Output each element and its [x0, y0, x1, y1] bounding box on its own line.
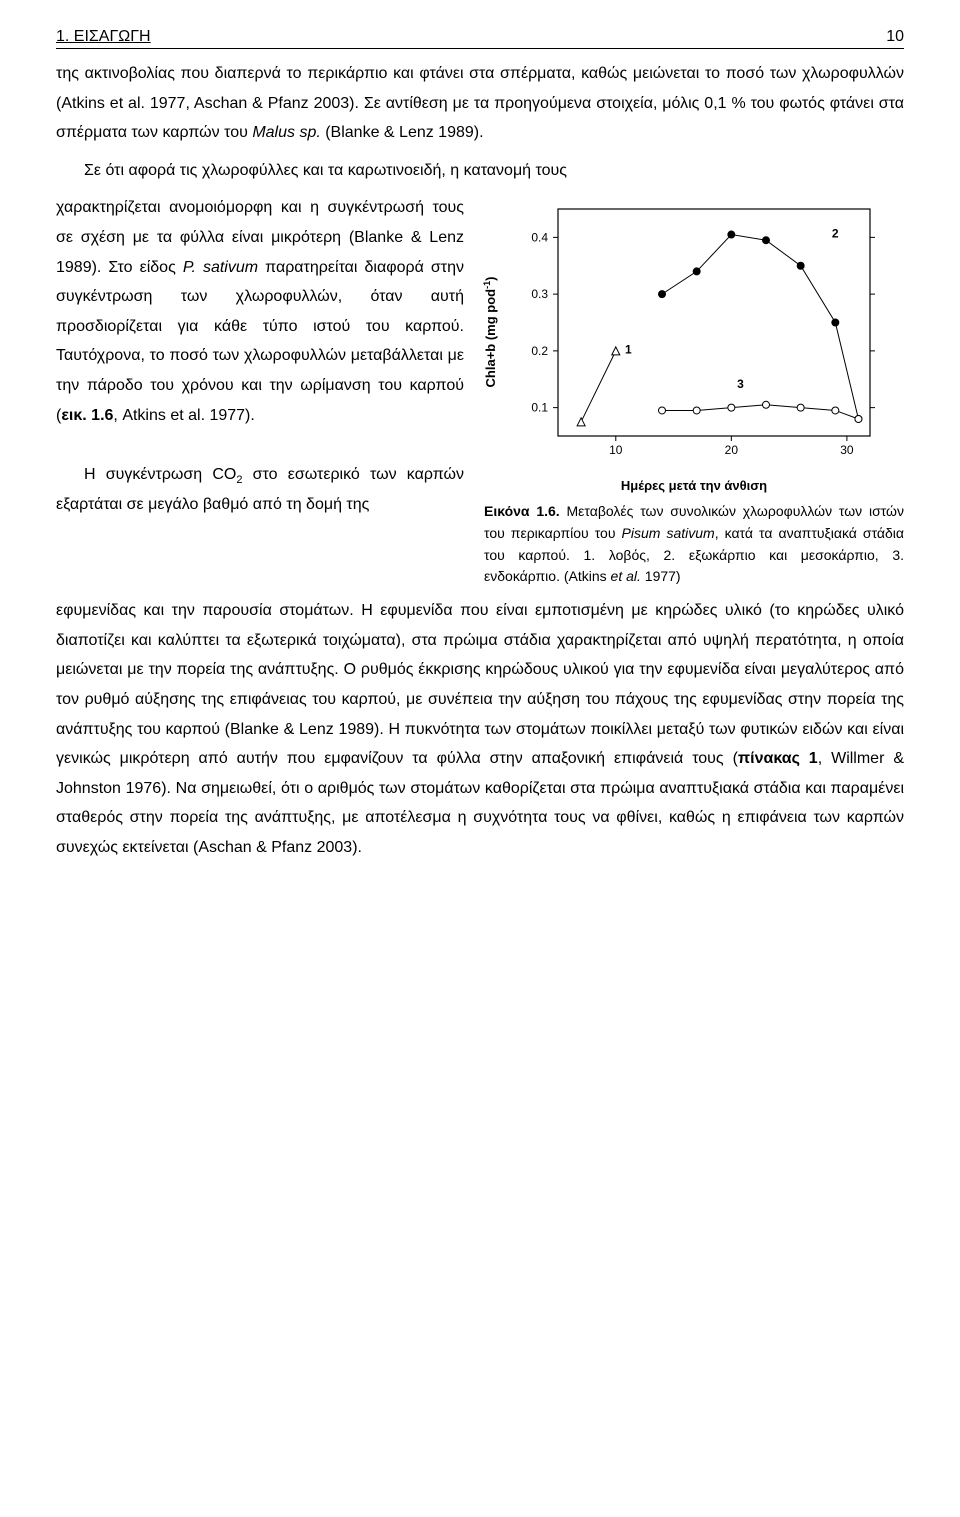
p2-s2: παρατηρείται διαφορά στην συγκέντρωση τω…	[56, 259, 464, 424]
paragraph-bottom: εφυμενίδας και την παρουσία στομάτων. Η …	[56, 596, 904, 862]
p1-italic: Malus sp.	[252, 124, 320, 141]
pb-a: εφυμενίδας και την παρουσία στομάτων. Η …	[56, 602, 904, 767]
svg-text:10: 10	[609, 443, 623, 457]
paragraph-1: της ακτινοβολίας που διαπερνά το περικάρ…	[56, 59, 904, 148]
svg-text:30: 30	[840, 443, 854, 457]
pb-bold: πίνακας 1	[738, 750, 818, 767]
chart-svg: 0.1 0.2 0.3 0.4 10 20 30 1 2 3	[504, 199, 884, 464]
paragraph-2-lead: Σε ότι αφορά τις χλωροφύλλες και τα καρω…	[56, 156, 904, 186]
ylabel-b: )	[483, 276, 498, 280]
ylabel-sup: -1	[482, 281, 492, 289]
paragraph-2-body: χαρακτηρίζεται ανομοιόμορφη και η συγκέν…	[56, 193, 464, 588]
figure-caption: Εικόνα 1.6. Μεταβολές των συνολικών χλωρ…	[484, 501, 904, 588]
chart-xlabel: Ημέρες μετά την άνθιση	[484, 478, 904, 493]
chart-chla-pod: Chla+b (mg pod-1) 0.10.20.30.4102030123	[504, 199, 884, 464]
svg-text:2: 2	[832, 227, 839, 241]
svg-text:0.4: 0.4	[531, 231, 548, 245]
p3-a: Η συγκέντρωση CO	[84, 466, 236, 483]
caption-lead: Εικόνα 1.6.	[484, 503, 560, 519]
section-title: 1. ΕΙΣΑΓΩΓΗ	[56, 28, 151, 46]
p1-tail: (Blanke & Lenz 1989).	[321, 124, 484, 141]
svg-text:0.2: 0.2	[531, 344, 548, 358]
text-figure-row: χαρακτηρίζεται ανομοιόμορφη και η συγκέν…	[56, 193, 904, 588]
caption-italic: Pisum sativum	[622, 525, 715, 541]
page-header: 1. ΕΙΣΑΓΩΓΗ 10	[56, 28, 904, 49]
p2-italic: P. sativum	[183, 259, 258, 276]
svg-text:3: 3	[737, 377, 744, 391]
svg-text:0.1: 0.1	[531, 401, 548, 415]
ylabel-a: Chla+b (mg pod	[483, 289, 498, 388]
page: 1. ΕΙΣΑΓΩΓΗ 10 της ακτινοβολίας που διαπ…	[0, 0, 960, 910]
svg-text:0.3: 0.3	[531, 288, 548, 302]
figure-1-6: Chla+b (mg pod-1) 0.10.20.30.4102030123 …	[484, 193, 904, 588]
p3-lead: Η συγκέντρωση CO2 στο εσωτερικό των καρπ…	[56, 460, 464, 520]
chart-ylabel: Chla+b (mg pod-1)	[482, 276, 498, 387]
svg-text:1: 1	[625, 343, 632, 357]
page-number: 10	[886, 28, 904, 46]
p2-fig-ref: εικ. 1.6	[61, 407, 113, 424]
caption-end: 1977)	[641, 568, 681, 584]
p2-lead: Σε ότι αφορά τις χλωροφύλλες και τα καρω…	[84, 162, 567, 179]
svg-text:20: 20	[725, 443, 739, 457]
caption-etal: et al.	[611, 568, 641, 584]
p2-s3: , Atkins et al. 1977).	[113, 407, 254, 424]
